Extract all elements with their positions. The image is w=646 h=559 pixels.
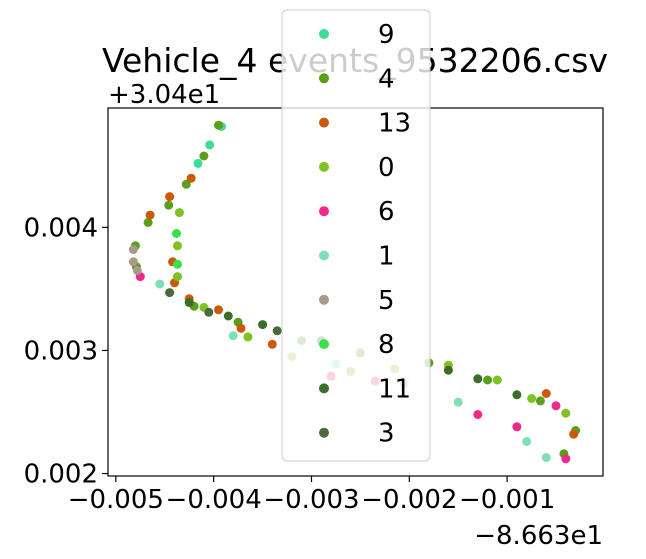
data-point-series-8 — [173, 259, 182, 269]
data-point-series-4 — [199, 151, 209, 161]
data-point-series-0 — [174, 208, 184, 218]
data-point-series-11 — [258, 320, 268, 330]
data-point-series-1 — [453, 397, 463, 407]
x-offset-text: −8.663e1 — [474, 521, 603, 551]
data-point-series-1 — [522, 437, 532, 446]
legend-marker — [319, 206, 329, 217]
data-point-series-13 — [186, 173, 196, 183]
data-point-series-0 — [527, 394, 537, 403]
legend-label: 0 — [378, 153, 395, 183]
data-point-series-3 — [272, 326, 282, 336]
legend-marker — [319, 29, 329, 39]
data-point-series-6 — [473, 410, 483, 419]
data-point-series-13 — [541, 389, 551, 398]
data-point-series-9 — [205, 140, 215, 150]
data-point-series-6 — [512, 422, 522, 432]
legend-marker — [319, 161, 329, 172]
data-point-series-11 — [223, 311, 233, 321]
y-offset-text: +3.04e1 — [108, 80, 220, 110]
data-point-series-4 — [143, 218, 153, 227]
data-point-series-4 — [483, 375, 493, 385]
legend-label: 5 — [378, 286, 395, 316]
data-point-series-4 — [164, 200, 174, 210]
data-point-series-0 — [173, 272, 182, 282]
data-point-series-6 — [551, 401, 561, 411]
legend-frame — [281, 9, 431, 462]
data-point-series-11 — [443, 365, 453, 375]
data-point-series-1 — [541, 453, 551, 462]
legend-label: 11 — [378, 374, 411, 404]
legend-marker — [319, 117, 329, 128]
legend-marker — [319, 427, 329, 438]
y-tick-label: 0.004 — [24, 213, 98, 243]
data-point-series-13 — [267, 339, 277, 349]
legend: 9 4 13 0 6 1 5 8 11 3 — [281, 9, 431, 462]
x-tick-label: −0.003 — [263, 485, 359, 515]
legend-label: 6 — [378, 197, 395, 227]
data-point-series-13 — [214, 305, 223, 315]
data-point-series-5 — [128, 257, 138, 267]
legend-label: 9 — [378, 20, 395, 50]
legend-label: 3 — [378, 419, 395, 449]
data-point-series-5 — [128, 245, 138, 254]
data-point-series-4 — [181, 179, 191, 189]
legend-label: 8 — [378, 330, 395, 360]
data-point-series-6 — [561, 454, 571, 464]
data-point-series-13 — [569, 429, 579, 439]
legend-label: 4 — [378, 64, 395, 94]
legend-marker — [319, 383, 329, 394]
legend-marker — [319, 339, 329, 350]
axis-ticks: −0.005 −0.004 −0.003 −0.002 −0.001 0.002 0.003… — [24, 213, 556, 515]
data-point-series-0 — [492, 375, 502, 385]
data-point-series-11 — [512, 390, 522, 400]
x-tick-label: −0.001 — [459, 485, 555, 515]
data-point-series-3 — [204, 307, 214, 317]
legend-marker — [319, 73, 329, 84]
data-point-series-13 — [236, 323, 246, 333]
y-tick-label: 0.003 — [24, 336, 98, 366]
data-point-series-5 — [132, 266, 142, 275]
data-point-series-9 — [193, 158, 203, 168]
data-point-series-1 — [228, 331, 238, 341]
data-point-series-8 — [172, 229, 181, 238]
legend-label: 1 — [378, 242, 395, 272]
data-point-series-11 — [184, 298, 194, 307]
y-tick-label: 0.002 — [24, 460, 98, 490]
x-tick-label: −0.002 — [361, 485, 457, 515]
legend-label: 13 — [378, 109, 411, 139]
x-tick-label: −0.004 — [166, 485, 262, 515]
legend-marker — [319, 294, 329, 305]
data-point-series-13 — [165, 192, 175, 202]
data-point-series-13 — [145, 210, 155, 220]
legend-marker — [319, 250, 329, 261]
data-point-series-0 — [561, 408, 571, 418]
data-point-series-0 — [173, 241, 182, 251]
data-point-series-3 — [165, 288, 175, 298]
data-point-series-4 — [214, 120, 223, 130]
data-point-series-0 — [243, 332, 253, 342]
data-point-series-11 — [473, 374, 483, 384]
data-point-series-4 — [535, 396, 545, 406]
data-point-series-1 — [155, 279, 165, 289]
x-tick-label: −0.005 — [68, 485, 164, 515]
